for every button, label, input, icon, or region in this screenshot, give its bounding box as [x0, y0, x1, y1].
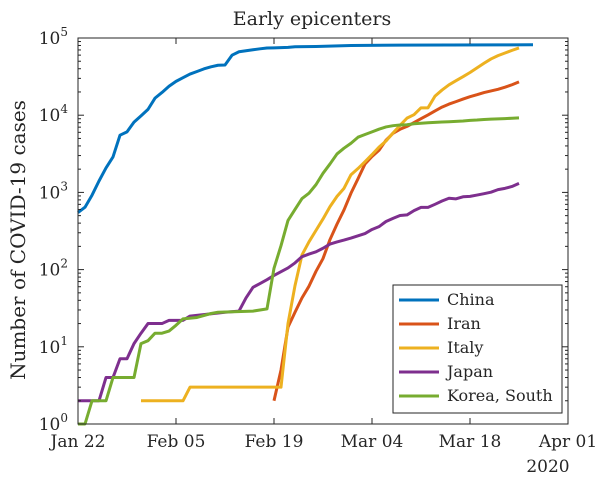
x-tick-label-0: Jan 22: [49, 432, 106, 452]
chart-title: Early epicenters: [233, 8, 391, 30]
legend-label-4: Korea, South: [447, 386, 553, 405]
series-line-2: [141, 46, 520, 403]
legend-label-1: Iran: [447, 314, 481, 333]
legend-label-2: Italy: [447, 338, 483, 357]
x-tick-label-4: Mar 18: [439, 432, 502, 452]
y-axis-label: Number of COVID-19 cases: [6, 100, 30, 380]
series-line-0: [77, 43, 534, 214]
y-axis: 100 101 102 103 104 105: [39, 25, 568, 435]
legend-label-3: Japan: [445, 362, 493, 381]
y-tick-label-2: 102: [39, 257, 68, 281]
legend-label-0: China: [447, 290, 495, 309]
x-tick-label-3: Mar 04: [341, 432, 404, 452]
series-line-3: [78, 182, 520, 403]
legend: China Iran Italy Japan Korea, South: [392, 284, 563, 414]
plot-frame: [77, 37, 569, 425]
x-axis-year-label: 2020: [526, 457, 569, 477]
y-tick-label-4: 104: [39, 102, 69, 126]
y-tick-label-5: 105: [39, 25, 68, 49]
x-axis: Jan 22 Feb 05 Feb 19 Mar 04 Mar 18 Apr 01: [49, 38, 597, 452]
x-tick-label-5: Apr 01: [538, 432, 597, 452]
series-layer: [77, 43, 534, 426]
x-tick-label-2: Feb 19: [245, 432, 304, 452]
series-line-4: [78, 116, 520, 426]
y-tick-label-0: 100: [39, 411, 68, 435]
y-tick-label-1: 101: [39, 334, 68, 358]
y-tick-label-3: 103: [39, 179, 68, 203]
x-tick-label-1: Feb 05: [147, 432, 206, 452]
